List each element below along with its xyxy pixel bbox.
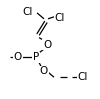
Text: O: O (43, 40, 51, 50)
Text: O: O (14, 52, 22, 62)
Text: Cl: Cl (55, 13, 65, 23)
Text: Cl: Cl (78, 72, 88, 82)
Text: P: P (33, 52, 39, 62)
Text: O: O (40, 66, 48, 76)
Text: Cl: Cl (23, 7, 33, 17)
